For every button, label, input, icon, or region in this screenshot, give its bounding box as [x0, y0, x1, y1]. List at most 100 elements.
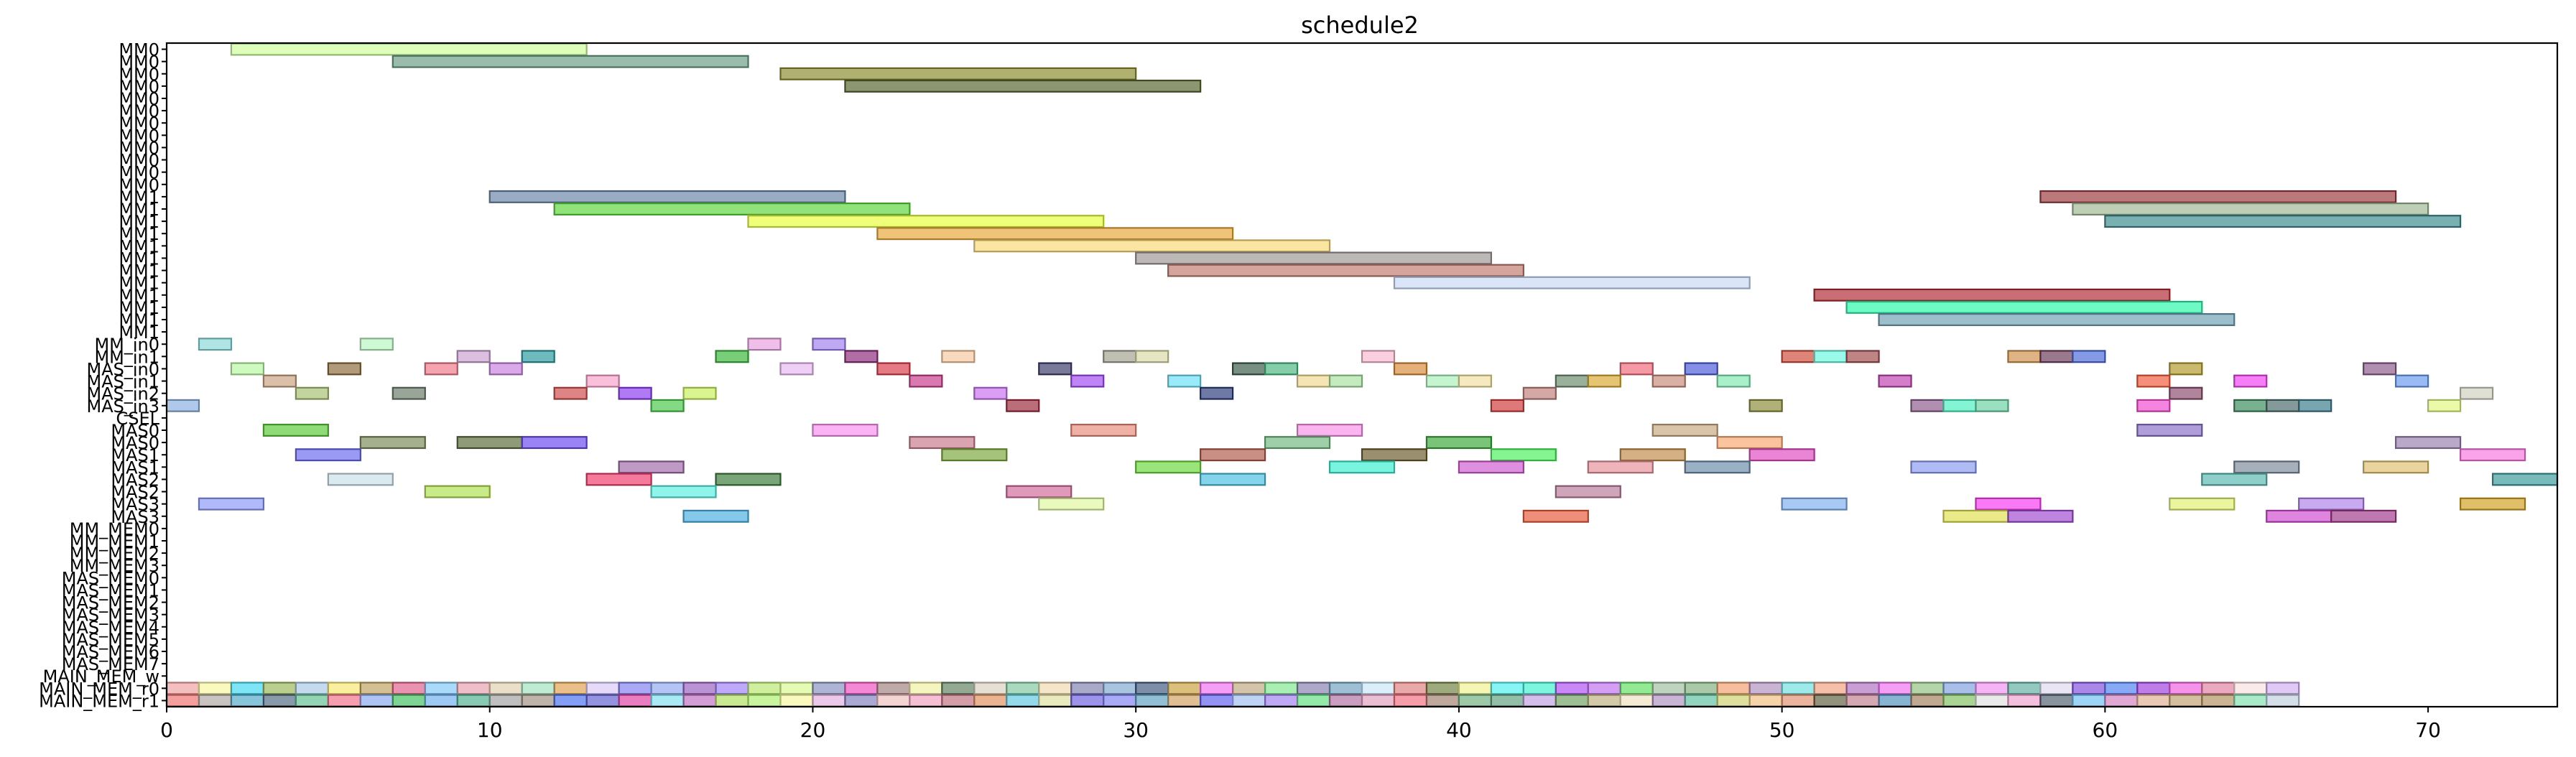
schedule-bar: [1006, 399, 1040, 412]
main-mem-r0-bar: [1296, 682, 1331, 695]
main-mem-r1-bar: [1135, 694, 1169, 707]
y-tick-label: MAS_in0: [86, 359, 159, 379]
chart-title: schedule2: [1301, 11, 1419, 39]
y-axis-labels: MM0MM0MM0MM0MM0MM0MM0MM0MM0MM0MM0MM0MM1M…: [39, 40, 167, 711]
schedule-bar: [2459, 448, 2526, 462]
main-mem-r1-bar: [1328, 694, 1363, 707]
y-tick-label: MAIN_MEM_r1: [39, 691, 159, 711]
schedule-bar: [198, 497, 265, 511]
y-tick-label: MM0: [119, 126, 159, 146]
main-mem-r1-bar: [327, 694, 361, 707]
main-mem-r0-bar: [1522, 682, 1557, 695]
schedule-bar: [488, 362, 523, 376]
schedule-bar: [1716, 374, 1751, 388]
y-tick-label: MM_MEM0: [70, 519, 159, 539]
y-tick-label: MAS_MEM4: [62, 618, 159, 638]
main-mem-r0-bar: [1458, 682, 1492, 695]
schedule-bar: [747, 338, 782, 351]
main-mem-r0-bar: [812, 682, 846, 695]
schedule-bar: [1942, 509, 2009, 523]
schedule-bar: [1845, 350, 1880, 363]
main-mem-r1-bar: [1361, 694, 1396, 707]
main-mem-r1-bar: [295, 694, 329, 707]
schedule-bar: [392, 386, 426, 400]
schedule-bar: [1684, 460, 1751, 474]
main-mem-r1-bar: [1070, 694, 1105, 707]
main-mem-r0-bar: [1167, 682, 1202, 695]
main-mem-r1-bar: [909, 694, 943, 707]
main-mem-r1-bar: [1910, 694, 1945, 707]
main-mem-r0-bar: [650, 682, 685, 695]
x-tick-label: 70: [2415, 718, 2441, 742]
main-mem-r1-bar: [844, 694, 879, 707]
main-mem-r0-bar: [488, 682, 523, 695]
schedule-bar: [1296, 374, 1331, 388]
main-mem-r0-bar: [1264, 682, 1299, 695]
schedule-bar: [1200, 473, 1266, 486]
main-mem-r0-bar: [618, 682, 652, 695]
main-mem-r1-bar: [456, 694, 491, 707]
x-tick-label: 50: [1769, 718, 1795, 742]
main-mem-r0-bar: [779, 682, 814, 695]
main-mem-r0-bar: [2039, 682, 2074, 695]
y-tick-label: MM0: [119, 101, 159, 121]
schedule-bar: [1264, 436, 1331, 450]
schedule-bar: [1458, 374, 1492, 388]
main-mem-r1-bar: [1845, 694, 1880, 707]
schedule-bar: [682, 386, 717, 400]
main-mem-r0-bar: [1878, 682, 1912, 695]
schedule-bar: [2363, 362, 2397, 376]
main-mem-r0-bar: [2169, 682, 2203, 695]
schedule-bar: [1619, 362, 1654, 376]
schedule-bar: [1038, 362, 1072, 376]
main-mem-r1-bar: [2233, 694, 2268, 707]
y-tick-label: MAS1: [111, 445, 159, 465]
main-mem-r0-bar: [1781, 682, 1815, 695]
main-mem-r0-bar: [295, 682, 329, 695]
schedule-bar: [521, 436, 588, 450]
main-mem-r1-bar: [1296, 694, 1331, 707]
schedule-bar: [262, 374, 297, 388]
schedule-bar: [1200, 386, 1234, 400]
x-axis-ticks: 0 10 20 30 40 50 60 70: [160, 707, 2441, 742]
main-mem-r1-bar: [1103, 694, 1137, 707]
main-mem-r0-bar: [747, 682, 782, 695]
main-mem-r0-bar: [230, 682, 265, 695]
schedule-bar: [650, 399, 685, 412]
main-mem-r1-bar: [424, 694, 458, 707]
main-mem-r0-bar: [327, 682, 361, 695]
schedule-bar: [1975, 399, 2009, 412]
main-mem-r0-bar: [682, 682, 717, 695]
schedule-bar: [2298, 497, 2365, 511]
schedule-bar: [230, 42, 588, 56]
main-mem-r0-bar: [1555, 682, 1589, 695]
schedule-bar: [812, 338, 846, 351]
schedule-bar: [1006, 485, 1072, 498]
y-tick-label: MAS2: [111, 470, 159, 490]
y-tick-label: MAS_in3: [86, 396, 159, 417]
main-mem-r1-bar: [1619, 694, 1654, 707]
y-tick-label: MM0: [119, 138, 159, 158]
main-mem-r1-bar: [941, 694, 976, 707]
main-mem-r1-bar: [2104, 694, 2139, 707]
y-tick-label: MM1: [119, 236, 159, 256]
schedule-bar: [1878, 374, 1912, 388]
schedule-bar: [844, 79, 1202, 93]
main-mem-r1-bar: [359, 694, 394, 707]
schedule-bar: [1587, 374, 1621, 388]
schedule-bar: [973, 239, 1331, 253]
schedule-bar: [1522, 386, 1557, 400]
main-mem-r0-bar: [1232, 682, 1266, 695]
schedule-bar: [424, 485, 491, 498]
main-mem-r0-bar: [392, 682, 426, 695]
main-mem-r0-bar: [1006, 682, 1040, 695]
main-mem-r1-bar: [1813, 694, 1848, 707]
main-mem-r0-bar: [1619, 682, 1654, 695]
main-mem-r1-bar: [1781, 694, 1815, 707]
schedule-bar: [1135, 251, 1492, 265]
schedule-bar: [1361, 448, 1428, 462]
schedule-bar: [2233, 399, 2268, 412]
y-tick-label: MM0: [119, 113, 159, 134]
y-tick-label: MM0: [119, 52, 159, 73]
schedule-bar: [295, 386, 329, 400]
